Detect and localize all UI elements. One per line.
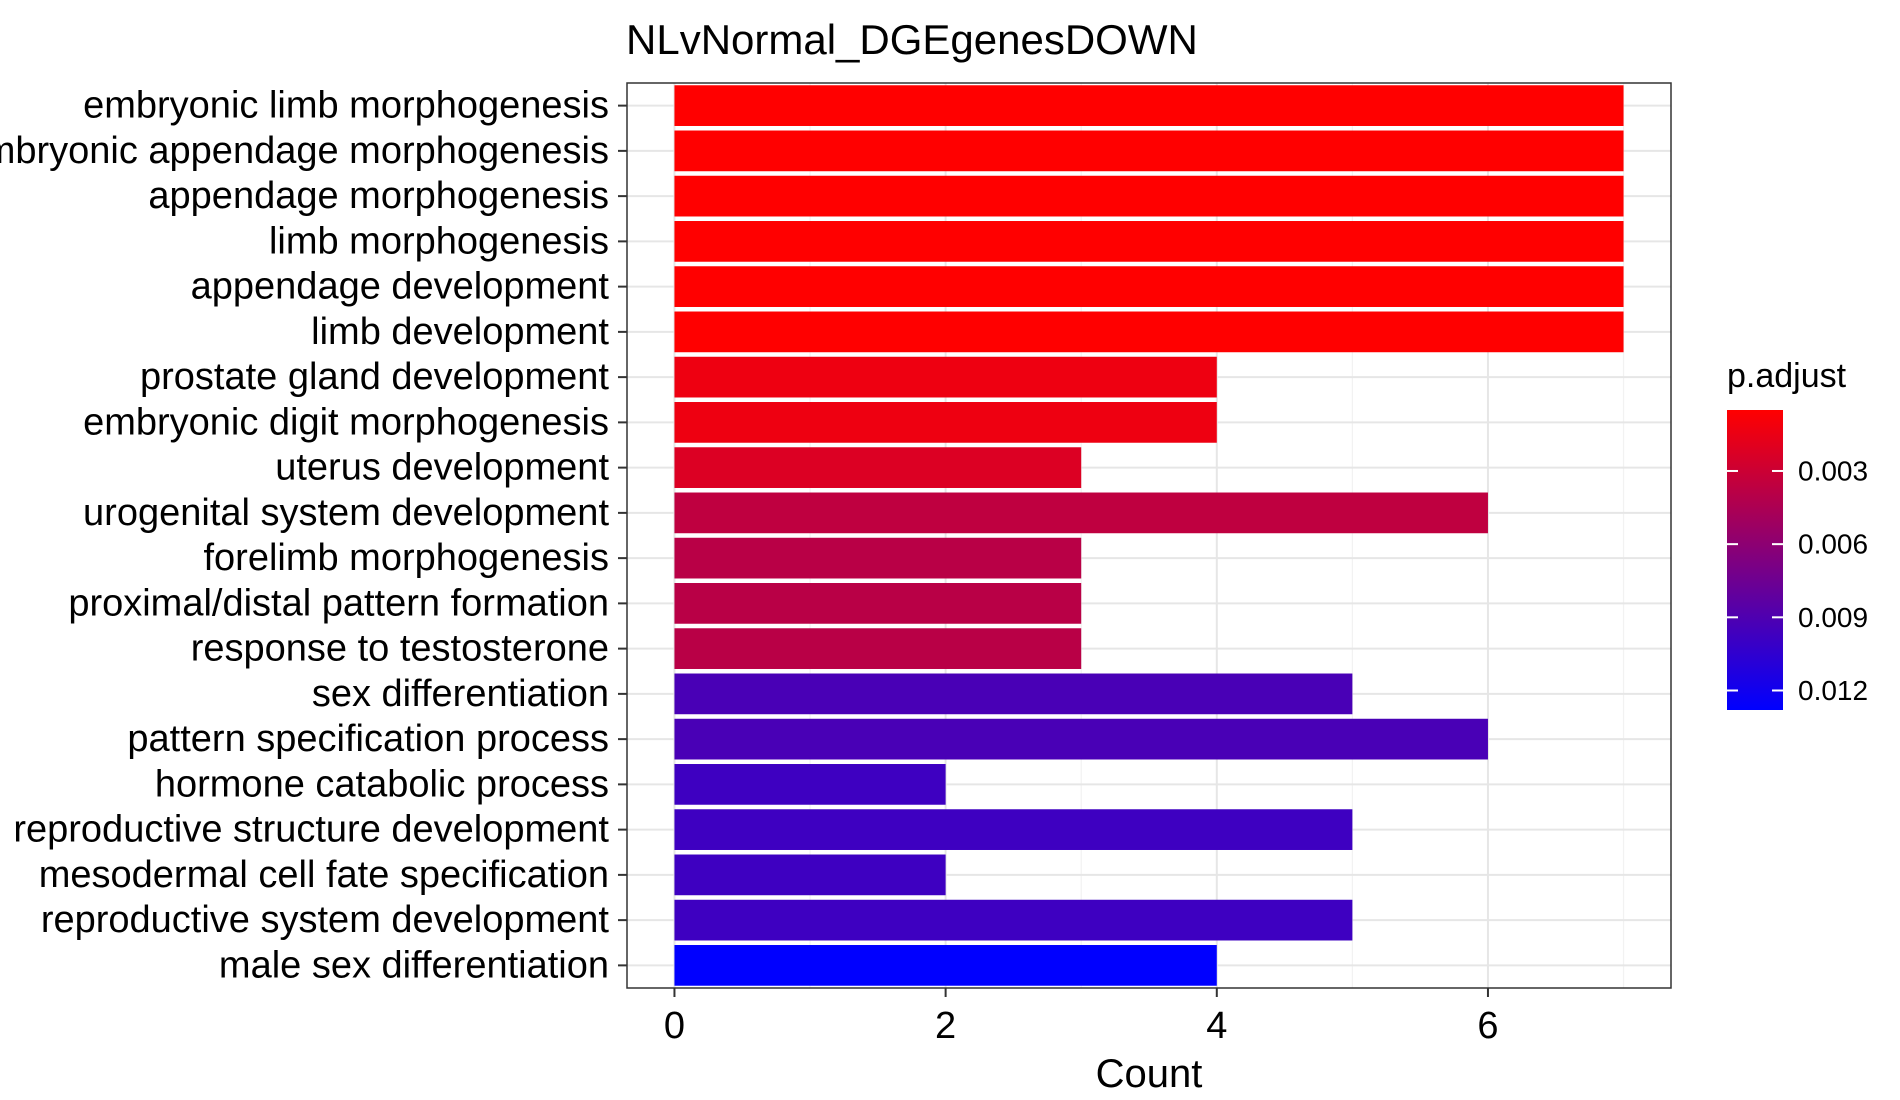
bar-16 xyxy=(674,764,946,805)
bar-13 xyxy=(674,628,1082,669)
plot-panel xyxy=(627,83,1671,988)
legend-colorbar xyxy=(1727,410,1783,710)
bar-8 xyxy=(674,402,1217,443)
y-tick-label: mesodermal cell fate specification xyxy=(39,854,609,896)
legend-tick-label: 0.003 xyxy=(1798,455,1868,486)
y-tick-label: uterus development xyxy=(275,447,609,489)
x-axis: 0 2 4 6 xyxy=(664,988,1499,1047)
bar-12 xyxy=(674,583,1082,624)
y-tick-label: reproductive system development xyxy=(41,899,610,941)
bar-3 xyxy=(674,175,1624,217)
y-tick-label: embryonic appendage morphogenesis xyxy=(0,130,609,172)
y-tick-label: reproductive structure development xyxy=(13,809,609,851)
y-tick-label: appendage development xyxy=(191,266,610,308)
bar-7 xyxy=(674,356,1217,398)
legend: p.adjust 0.003 0.006 0.009 0.012 xyxy=(1727,357,1868,710)
y-tick-label: urogenital system development xyxy=(83,492,609,534)
bar-9 xyxy=(674,447,1082,488)
y-tick-label: sex differentiation xyxy=(312,673,609,715)
plot-border xyxy=(626,82,1672,989)
y-tick-label: appendage morphogenesis xyxy=(148,175,609,217)
x-tick-label: 2 xyxy=(935,1005,956,1047)
bar-6 xyxy=(674,311,1624,353)
x-tick-label: 0 xyxy=(664,1005,685,1047)
y-tick-label: embryonic limb morphogenesis xyxy=(83,85,609,127)
y-tick-label: prostate gland development xyxy=(140,356,609,398)
bar-18 xyxy=(674,854,946,896)
y-tick-label: hormone catabolic process xyxy=(155,763,609,805)
y-tick-label: male sex differentiation xyxy=(219,944,609,986)
x-axis-title: Count xyxy=(1096,1052,1203,1096)
bar-5 xyxy=(674,266,1624,307)
x-tick-label: 4 xyxy=(1206,1005,1227,1047)
bar-17 xyxy=(674,809,1353,850)
legend-tick-label: 0.006 xyxy=(1798,529,1868,560)
legend-tick-label: 0.012 xyxy=(1798,675,1868,706)
legend-title: p.adjust xyxy=(1727,357,1847,395)
legend-tick-label: 0.009 xyxy=(1798,602,1868,633)
chart-title: NLvNormal_DGEgenesDOWN xyxy=(626,16,1198,63)
bar-11 xyxy=(674,537,1082,579)
y-tick-label: proximal/distal pattern formation xyxy=(68,582,609,624)
bar-19 xyxy=(674,899,1353,941)
bar-4 xyxy=(674,221,1624,262)
bar-2 xyxy=(674,130,1624,172)
bar-1 xyxy=(674,85,1624,126)
y-tick-label: embryonic digit morphogenesis xyxy=(83,401,609,443)
y-tick-label: forelimb morphogenesis xyxy=(203,537,609,579)
y-tick-label: response to testosterone xyxy=(191,628,609,670)
x-tick-label: 6 xyxy=(1477,1005,1498,1047)
bar-15 xyxy=(674,718,1488,760)
y-tick-label: limb morphogenesis xyxy=(269,220,609,262)
bar-14 xyxy=(674,673,1353,715)
y-tick-label: pattern specification process xyxy=(127,718,609,760)
bars xyxy=(674,85,1624,986)
bar-10 xyxy=(674,492,1488,534)
bar-20 xyxy=(674,945,1217,986)
y-tick-label: limb development xyxy=(311,311,609,353)
